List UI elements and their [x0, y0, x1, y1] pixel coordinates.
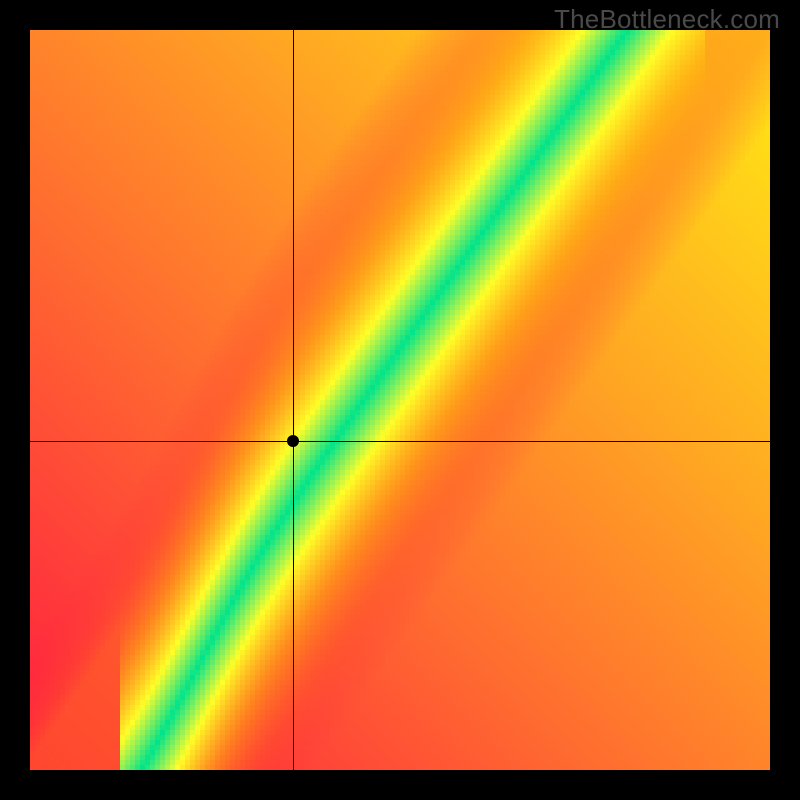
crosshair-vertical [293, 30, 294, 770]
crosshair-horizontal [30, 441, 770, 442]
heatmap-canvas [30, 30, 770, 770]
watermark-label: TheBottleneck.com [554, 4, 780, 35]
bottleneck-heatmap-chart: TheBottleneck.com [0, 0, 800, 800]
crosshair-point [287, 435, 299, 447]
